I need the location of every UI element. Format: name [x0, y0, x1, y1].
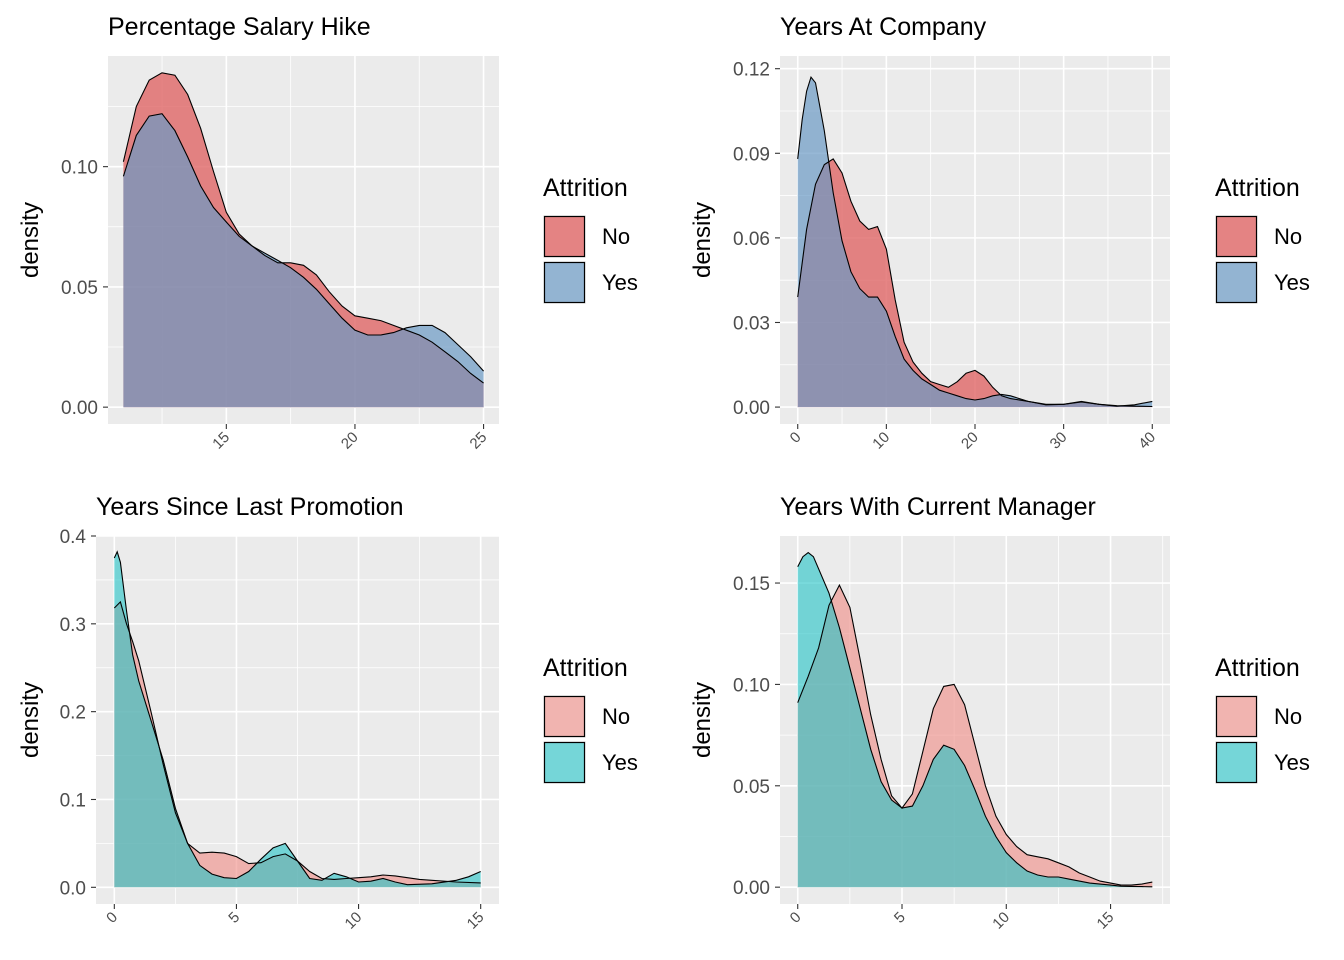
y-tick-label: 0.05: [61, 278, 98, 299]
y-tick-label: 0.12: [733, 60, 770, 81]
density-area-yes: [797, 552, 1153, 888]
legend-swatch-no: [1215, 215, 1258, 258]
legend-swatch-no: [543, 215, 586, 258]
y-tick-label: 0.15: [733, 574, 770, 595]
legend-swatch-yes: [543, 741, 586, 784]
y-tick-label: 0.4: [60, 527, 87, 548]
chart-title: Percentage Salary Hike: [108, 13, 371, 41]
y-tick-label: 0.00: [733, 398, 770, 419]
chart-title: Years With Current Manager: [780, 493, 1096, 521]
density-line-yes: [797, 551, 1153, 888]
legend-swatch-yes: [1215, 261, 1258, 304]
y-axis-label: density: [689, 202, 716, 278]
density-area-yes: [797, 77, 1153, 408]
legend-label-no: No: [602, 224, 630, 249]
y-axis-label: density: [689, 682, 716, 758]
legend-label-yes: Yes: [1274, 270, 1310, 295]
legend: Attrition No Yes: [543, 174, 638, 304]
legend-label-yes: Yes: [602, 270, 638, 295]
legend-swatch-yes: [1215, 741, 1258, 784]
legend-label-no: No: [1274, 704, 1302, 729]
y-tick-label: 0.10: [733, 675, 770, 696]
legend-title: Attrition: [543, 174, 628, 202]
y-tick-label: 0.09: [733, 144, 770, 165]
density-line-yes: [122, 113, 485, 372]
legend: Attrition No Yes: [1215, 174, 1310, 304]
legend-swatch-no: [1215, 695, 1258, 738]
legend-swatch-yes: [543, 261, 586, 304]
y-tick-label: 0.0: [60, 878, 86, 899]
density-line-yes: [113, 550, 481, 886]
legend-label-no: No: [602, 704, 630, 729]
y-axis-label: density: [17, 682, 44, 758]
chart-title: Years At Company: [780, 13, 987, 41]
y-tick-label: 0.03: [733, 313, 770, 334]
y-tick-label: 0.00: [733, 878, 770, 899]
y-tick-label: 0.05: [733, 777, 770, 798]
y-tick-label: 0.2: [60, 703, 86, 724]
density-line-no: [122, 72, 484, 384]
density-line-yes: [797, 75, 1153, 407]
legend-title: Attrition: [543, 654, 628, 682]
y-tick-label: 0.00: [61, 398, 98, 419]
legend-label-yes: Yes: [602, 750, 638, 775]
chart-title: Years Since Last Promotion: [96, 493, 404, 521]
legend-label-yes: Yes: [1274, 750, 1310, 775]
legend: Attrition No Yes: [1215, 654, 1310, 784]
legend-label-no: No: [1274, 224, 1302, 249]
legend-title: Attrition: [1215, 654, 1300, 682]
y-tick-label: 0.1: [60, 790, 86, 811]
density-area-yes: [114, 551, 481, 888]
y-tick-label: 0.10: [61, 158, 98, 179]
density-line-no: [113, 600, 481, 884]
density-line-no: [797, 583, 1153, 886]
legend: Attrition No Yes: [543, 654, 638, 784]
y-tick-label: 0.3: [60, 615, 86, 636]
legend-title: Attrition: [1215, 174, 1300, 202]
y-tick-label: 0.06: [733, 229, 770, 250]
density-area-yes: [123, 113, 484, 408]
y-axis-label: density: [17, 202, 44, 278]
legend-swatch-no: [543, 695, 586, 738]
